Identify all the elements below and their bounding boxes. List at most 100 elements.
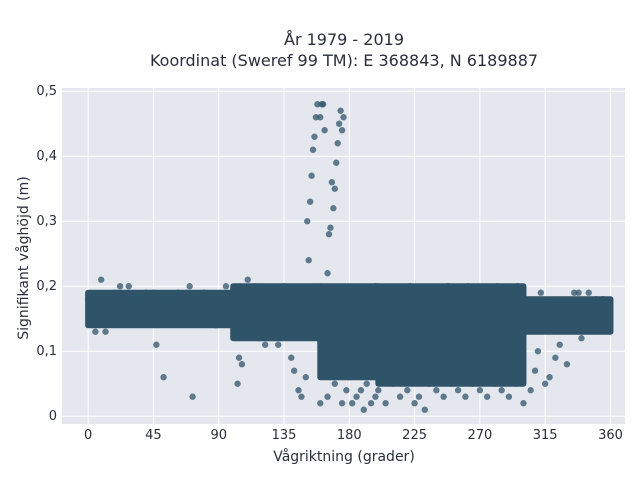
data-point [349, 400, 356, 407]
data-point [527, 387, 534, 394]
data-point [505, 393, 513, 400]
data-point [447, 380, 455, 387]
data-point [174, 289, 182, 296]
data-point [346, 374, 353, 381]
data-point [319, 101, 327, 108]
data-point [600, 296, 607, 303]
data-point [186, 283, 193, 290]
data-point [298, 393, 305, 400]
data-point [153, 341, 160, 348]
data-point [92, 328, 99, 335]
data-point [309, 146, 317, 153]
data-point [353, 393, 360, 400]
data-point [338, 127, 346, 134]
x-tick-label: 315 [533, 428, 558, 443]
data-point [396, 393, 404, 400]
data-point [465, 283, 472, 290]
data-point [407, 283, 414, 290]
data-point [270, 289, 278, 296]
data-point [444, 283, 452, 290]
data-point [552, 354, 559, 361]
chart-title-line-1: År 1979 - 2019 [284, 30, 404, 49]
dense-band [520, 296, 614, 335]
data-point [324, 393, 331, 400]
data-point [189, 393, 196, 400]
data-point [411, 400, 418, 407]
data-point [84, 296, 92, 303]
data-point [520, 400, 527, 407]
y-tick-label: 0,2 [36, 279, 57, 294]
data-point [218, 296, 225, 303]
data-point [421, 406, 428, 413]
data-point [295, 387, 302, 394]
data-point [328, 179, 336, 186]
data-point [546, 374, 553, 381]
data-point [360, 406, 368, 413]
data-point [514, 283, 521, 290]
data-point [476, 387, 484, 394]
data-point [97, 276, 105, 283]
data-point [462, 393, 469, 400]
data-point [334, 140, 341, 147]
dense-point-bands [85, 283, 614, 387]
data-point [531, 367, 539, 374]
y-axis-title: Signifikant våghöjd (m) [15, 176, 32, 339]
y-tick-label: 0,4 [36, 149, 57, 164]
data-point [212, 322, 220, 329]
data-point [325, 231, 333, 238]
data-point [556, 341, 563, 348]
data-point [116, 283, 124, 290]
data-point [537, 289, 545, 296]
data-point [331, 185, 338, 192]
data-point [592, 296, 600, 303]
dense-band [317, 283, 382, 381]
data-point [305, 257, 312, 264]
data-point [541, 380, 549, 387]
data-point [454, 387, 462, 394]
data-point [321, 127, 328, 134]
data-point [425, 380, 433, 387]
data-point [578, 335, 585, 342]
x-tick-label: 270 [467, 428, 492, 443]
data-point [415, 393, 423, 400]
data-point [575, 289, 582, 296]
y-tick-label: 0,3 [36, 214, 57, 229]
x-tick-label: 135 [272, 428, 297, 443]
data-point [288, 354, 295, 361]
data-point [340, 114, 347, 121]
data-point [483, 393, 491, 400]
data-point [367, 400, 375, 407]
data-point [534, 348, 542, 355]
data-point [304, 218, 311, 225]
data-point [330, 205, 337, 212]
data-point [234, 380, 241, 387]
data-point [238, 361, 246, 368]
data-point [433, 387, 440, 394]
data-point [324, 270, 331, 277]
data-point [372, 393, 379, 400]
data-point [357, 387, 365, 394]
data-point [512, 380, 520, 387]
data-point [317, 114, 324, 121]
y-tick-label: 0 [49, 409, 57, 424]
data-point [261, 341, 269, 348]
data-point [256, 335, 263, 342]
data-point [604, 302, 611, 309]
x-tick-label: 360 [598, 428, 623, 443]
x-tick-label: 180 [337, 428, 362, 443]
data-point [302, 374, 309, 381]
data-point [343, 387, 350, 394]
data-point [290, 367, 298, 374]
data-point [308, 172, 315, 179]
data-point [241, 328, 249, 335]
data-point [160, 374, 167, 381]
data-point [389, 380, 397, 387]
data-point [150, 289, 157, 296]
data-point [335, 120, 343, 127]
data-point [306, 198, 314, 205]
data-point [440, 393, 447, 400]
data-point [317, 400, 324, 407]
data-point [251, 283, 259, 290]
chart-title-line-2: Koordinat (Sweref 99 TM): E 368843, N 61… [150, 51, 538, 70]
